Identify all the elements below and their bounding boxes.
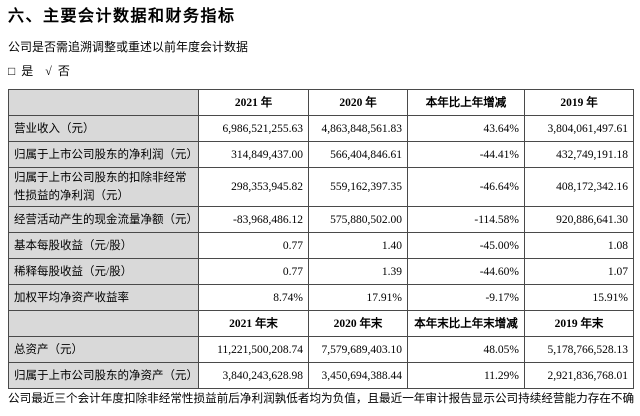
row-label: 总资产（元） xyxy=(8,336,199,363)
cell-value: 4,863,848,561.83 xyxy=(308,115,408,142)
cell-value: 566,404,846.61 xyxy=(308,141,408,168)
check-mark-icon: √ xyxy=(45,64,52,78)
corner-header-cell xyxy=(8,89,199,116)
column-header: 2019 年末 xyxy=(524,310,634,337)
cell-value: 298,353,945.82 xyxy=(198,167,309,207)
table-row: 基本每股收益（元/股） 0.77 1.40 -45.00% 1.08 xyxy=(8,232,634,259)
section-title: 六、主要会计数据和财务指标 xyxy=(8,8,236,25)
cell-value: 5,178,766,528.13 xyxy=(524,336,634,363)
cell-value: 920,886,641.30 xyxy=(524,206,634,233)
cell-value: 3,804,061,497.61 xyxy=(524,115,634,142)
restatement-question: 公司是否需追溯调整或重述以前年度会计数据 xyxy=(8,40,249,54)
table-header-row: 2021 年末 2020 年末 本年末比上年末增减 2019 年末 xyxy=(8,310,634,337)
cell-value: 11,221,500,208.74 xyxy=(198,336,309,363)
table-row: 归属于上市公司股东的扣除非经常性损益的净利润（元） 298,353,945.82 5… xyxy=(8,167,634,207)
cell-value: 15.91% xyxy=(524,284,634,311)
column-header: 2019 年 xyxy=(524,89,634,116)
table-body: 2021 年 2020 年本年比上年增减 2019 年营业收入（元） 6,986,52… xyxy=(8,89,634,389)
going-concern-note: 公司最近三个会计年度扣除非经常性损益前后净利润孰低者均为负值，且最近一年审计报告… xyxy=(8,392,635,405)
cell-value: 1.40 xyxy=(308,232,408,259)
cell-value: 0.77 xyxy=(198,258,309,285)
cell-value: 432,749,191.18 xyxy=(524,141,634,168)
cell-value: -114.58% xyxy=(407,206,525,233)
cell-value: 6,986,521,255.63 xyxy=(198,115,309,142)
cell-value: 559,162,397.35 xyxy=(308,167,408,207)
cell-value: 7,579,689,403.10 xyxy=(308,336,408,363)
corner-header-cell xyxy=(8,310,199,337)
checkbox-unchecked-icon: □ xyxy=(8,64,16,78)
column-header: 2020 年末 xyxy=(308,310,408,337)
cell-value: -44.41% xyxy=(407,141,525,168)
cell-value: 1.07 xyxy=(524,258,634,285)
row-label: 经营活动产生的现金流量净额（元） xyxy=(8,206,199,233)
table-row: 营业收入（元） 6,986,521,255.63 4,863,848,561.83 4… xyxy=(8,115,634,142)
cell-value: 0.77 xyxy=(198,232,309,259)
table-row: 归属于上市公司股东的净资产（元） 3,840,243,628.98 3,450,69… xyxy=(8,362,634,389)
cell-value: 17.91% xyxy=(308,284,408,311)
column-header: 2021 年 xyxy=(198,89,309,116)
row-label: 归属于上市公司股东的扣除非经常性损益的净利润（元） xyxy=(8,167,199,207)
row-label: 归属于上市公司股东的净资产（元） xyxy=(8,362,199,389)
cell-value: -9.17% xyxy=(407,284,525,311)
column-header: 2020 年 xyxy=(308,89,408,116)
cell-value: 575,880,502.00 xyxy=(308,206,408,233)
checkbox-yes-label: 是 xyxy=(21,64,34,78)
row-label: 基本每股收益（元/股） xyxy=(8,232,199,259)
restatement-answer-row: □ 是 √ 否 xyxy=(8,64,632,78)
row-label: 加权平均净资产收益率 xyxy=(8,284,199,311)
cell-value: 1.08 xyxy=(524,232,634,259)
document-page: 六、主要会计数据和财务指标 公司是否需追溯调整或重述以前年度会计数据 □ 是 √… xyxy=(8,8,635,405)
row-label: 归属于上市公司股东的净利润（元） xyxy=(8,141,199,168)
table-row: 总资产（元） 11,221,500,208.74 7,579,689,403.10 4… xyxy=(8,336,634,363)
table-header-row: 2021 年 2020 年本年比上年增减 2019 年 xyxy=(8,89,634,116)
cell-value: -44.60% xyxy=(407,258,525,285)
cell-value: -45.00% xyxy=(407,232,525,259)
cell-value: 3,450,694,388.44 xyxy=(308,362,408,389)
row-label: 稀释每股收益（元/股） xyxy=(8,258,199,285)
column-header: 本年比上年增减 xyxy=(407,89,525,116)
cell-value: 1.39 xyxy=(308,258,408,285)
cell-value: 48.05% xyxy=(407,336,525,363)
cell-value: -46.64% xyxy=(407,167,525,207)
cell-value: -83,968,486.12 xyxy=(198,206,309,233)
cell-value: 3,840,243,628.98 xyxy=(198,362,309,389)
cell-value: 8.74% xyxy=(198,284,309,311)
cell-value: 43.64% xyxy=(407,115,525,142)
column-header: 本年末比上年末增减 xyxy=(407,310,525,337)
checkbox-no-label: 否 xyxy=(57,64,70,78)
table-row: 加权平均净资产收益率 8.74% 17.91% -9.17% 15.91% xyxy=(8,284,634,311)
financial-indicators-table: 2021 年 2020 年本年比上年增减 2019 年营业收入（元） 6,986,52… xyxy=(8,89,634,389)
cell-value: 11.29% xyxy=(407,362,525,389)
cell-value: 314,849,437.00 xyxy=(198,141,309,168)
cell-value: 408,172,342.16 xyxy=(524,167,634,207)
checkbox-option-yes: □ 是 xyxy=(8,64,33,78)
table-row: 经营活动产生的现金流量净额（元） -83,968,486.12 575,880,50… xyxy=(8,206,634,233)
table-row: 稀释每股收益（元/股） 0.77 1.39 -44.60% 1.07 xyxy=(8,258,634,285)
table-row: 归属于上市公司股东的净利润（元） 314,849,437.00 566,404,84… xyxy=(8,141,634,168)
column-header: 2021 年末 xyxy=(198,310,309,337)
checkbox-option-no: √ 否 xyxy=(45,64,70,78)
cell-value: 2,921,836,768.01 xyxy=(524,362,634,389)
row-label: 营业收入（元） xyxy=(8,115,199,142)
